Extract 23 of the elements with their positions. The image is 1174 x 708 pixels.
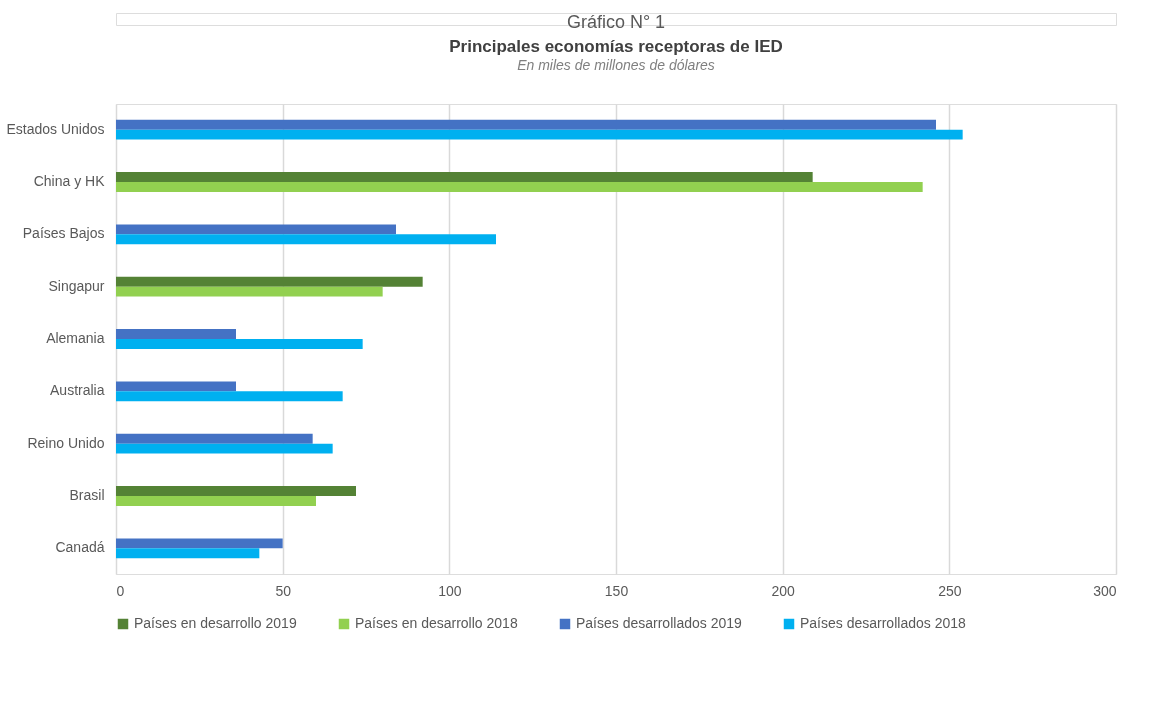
x-tick-label: 50 (275, 582, 292, 599)
legend-label: Países en desarrollo 2019 (134, 615, 297, 631)
legend-label: Países desarrollados 2019 (576, 615, 742, 631)
legend-label: Países desarrollados 2018 (800, 615, 966, 631)
text: Gráfico N° 1 (566, 12, 666, 32)
y-tick-label: Canadá (55, 539, 105, 556)
chart-subtitle: En miles de millones de dólares (517, 57, 715, 73)
x-tick-label: 100 (438, 582, 462, 599)
y-tick-label: Singapur (48, 277, 105, 294)
x-tick-label: 150 (604, 582, 629, 599)
y-tick-label: Alemania (46, 330, 105, 346)
y-tick-label: Brasil (69, 487, 105, 504)
x-tick-label: 300 (1093, 582, 1117, 599)
y-tick-label: Australia (50, 382, 105, 399)
x-tick-label: 0 (116, 582, 125, 599)
y-tick-label: China y HK (33, 172, 106, 189)
x-tick-label: 250 (938, 582, 962, 599)
chart-title: Principales economías receptoras de IED (449, 37, 783, 56)
x-tick-label: 200 (771, 582, 796, 599)
y-tick-label: Países Bajos (22, 225, 105, 242)
y-tick-label: Estados Unidos (6, 120, 105, 137)
y-tick-label: Reino Unido (27, 434, 105, 451)
legend-label: Países en desarrollo 2018 (355, 615, 518, 631)
